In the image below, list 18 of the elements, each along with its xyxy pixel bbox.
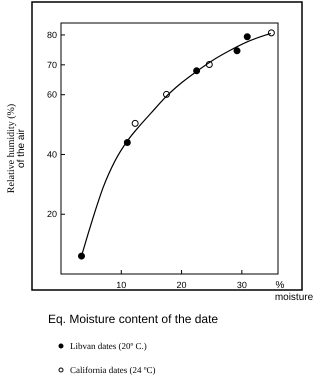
- y-tick-label: 80: [46, 30, 57, 40]
- point: [268, 29, 275, 36]
- y-tick-label: 20: [46, 209, 57, 220]
- y-tick-label: 40: [46, 149, 57, 160]
- point: [132, 120, 139, 127]
- x-axis-title: % moisture: [274, 280, 314, 303]
- x-tick-label: 20: [176, 280, 187, 290]
- x-tick-label: 10: [116, 280, 126, 290]
- point: [78, 252, 85, 260]
- text: Eq. Moisture content of the date: [48, 312, 218, 326]
- point: [244, 33, 251, 40]
- y-tick-label: 70: [46, 60, 57, 70]
- x-tick-label: 30: [236, 280, 247, 290]
- legend-label: California dates (24 ºC): [70, 365, 156, 375]
- y-tick-label: 60: [46, 90, 57, 100]
- y-axis-title: Relative humidity (%) of the air: [6, 104, 27, 194]
- point: [234, 47, 241, 54]
- legend-label: Libvan dates (20º C.): [70, 341, 147, 351]
